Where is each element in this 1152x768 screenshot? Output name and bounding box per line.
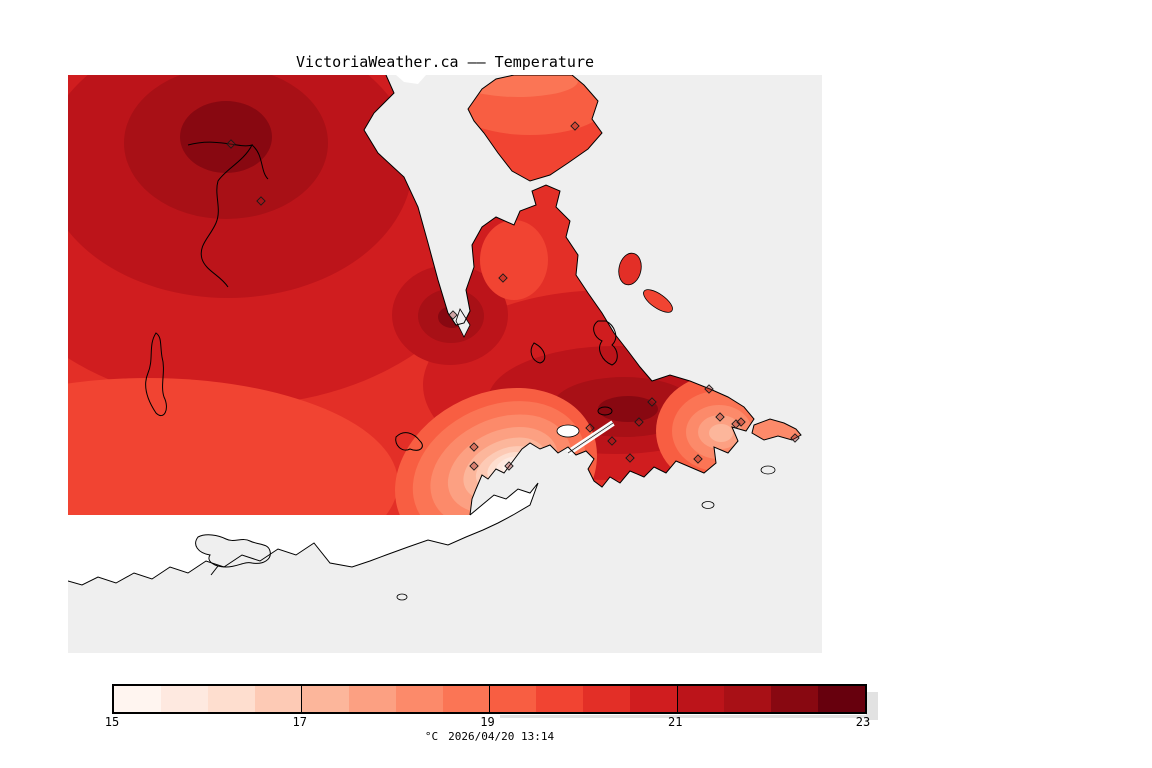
colorbar-segment xyxy=(207,686,255,712)
colorbar-segment xyxy=(301,686,349,712)
strait-islands xyxy=(618,252,673,313)
colorbar-segment xyxy=(348,686,396,712)
colorbar xyxy=(112,684,867,714)
units-label: °C xyxy=(424,730,439,743)
colorbar-tick-labels: 15 17 19 21 23 xyxy=(105,715,870,730)
temperature-map xyxy=(68,75,822,653)
colorbar-shadow-strip xyxy=(500,715,867,718)
coastlines xyxy=(68,75,755,586)
east-arm-land xyxy=(751,418,802,441)
lakes xyxy=(145,141,618,451)
station-marker xyxy=(607,436,617,446)
station-marker xyxy=(731,419,741,429)
station-marker xyxy=(226,139,236,149)
colorbar-segment xyxy=(771,686,819,712)
colorbar-tick-label: 15 xyxy=(104,715,120,729)
station-markers xyxy=(226,121,800,471)
sooke-harbour-channel xyxy=(210,565,219,576)
colorbar-segment xyxy=(630,686,678,712)
nodata-land xyxy=(68,75,538,585)
colorbar-segment xyxy=(114,686,161,712)
sooke-basin xyxy=(195,534,271,568)
station-marker xyxy=(736,417,746,427)
station-marker xyxy=(625,453,635,463)
station-marker xyxy=(634,417,644,427)
colorbar-segment xyxy=(818,686,865,712)
station-marker xyxy=(469,442,479,452)
station-marker xyxy=(790,433,800,443)
colorbar-tick-label: 19 xyxy=(480,715,495,729)
station-marker xyxy=(448,310,458,320)
colorbar-segment xyxy=(254,686,302,712)
colorbar-segment xyxy=(536,686,584,712)
timestamp: 2026/04/20 13:14 xyxy=(448,730,555,743)
colorbar-tick xyxy=(301,686,303,712)
station-marker xyxy=(715,412,725,422)
esquimalt-spit xyxy=(556,424,580,438)
page-title: VictoriaWeather.ca —— Temperature xyxy=(295,53,594,71)
gorge-inlet xyxy=(566,420,615,456)
station-marker xyxy=(498,273,508,283)
colorbar-caption: °C 2026/04/20 13:14 xyxy=(112,731,867,743)
station-marker xyxy=(256,196,266,206)
colorbar-segment xyxy=(160,686,208,712)
colorbar-tick xyxy=(489,686,490,712)
station-marker xyxy=(585,423,595,433)
colorbar-tick-label: 21 xyxy=(668,715,683,729)
station-marker xyxy=(570,121,580,131)
colorbar-tick xyxy=(676,686,678,712)
colorbar-tick-label: 23 xyxy=(855,715,871,729)
colorbar-shadow xyxy=(866,692,878,720)
station-marker xyxy=(704,384,714,394)
colorbar-segment xyxy=(677,686,725,712)
station-marker xyxy=(504,461,514,471)
colorbar-segment xyxy=(395,686,443,712)
station-marker xyxy=(693,454,703,464)
colorbar-segment xyxy=(489,686,537,712)
station-marker xyxy=(469,461,479,471)
colorbar-segment xyxy=(724,686,772,712)
colorbar-segment xyxy=(583,686,631,712)
gray-islets xyxy=(396,465,776,601)
colorbar-tick-label: 17 xyxy=(292,715,307,729)
station-marker xyxy=(647,397,657,407)
colorbar-segment xyxy=(442,686,490,712)
temperature-field-main xyxy=(68,75,754,515)
